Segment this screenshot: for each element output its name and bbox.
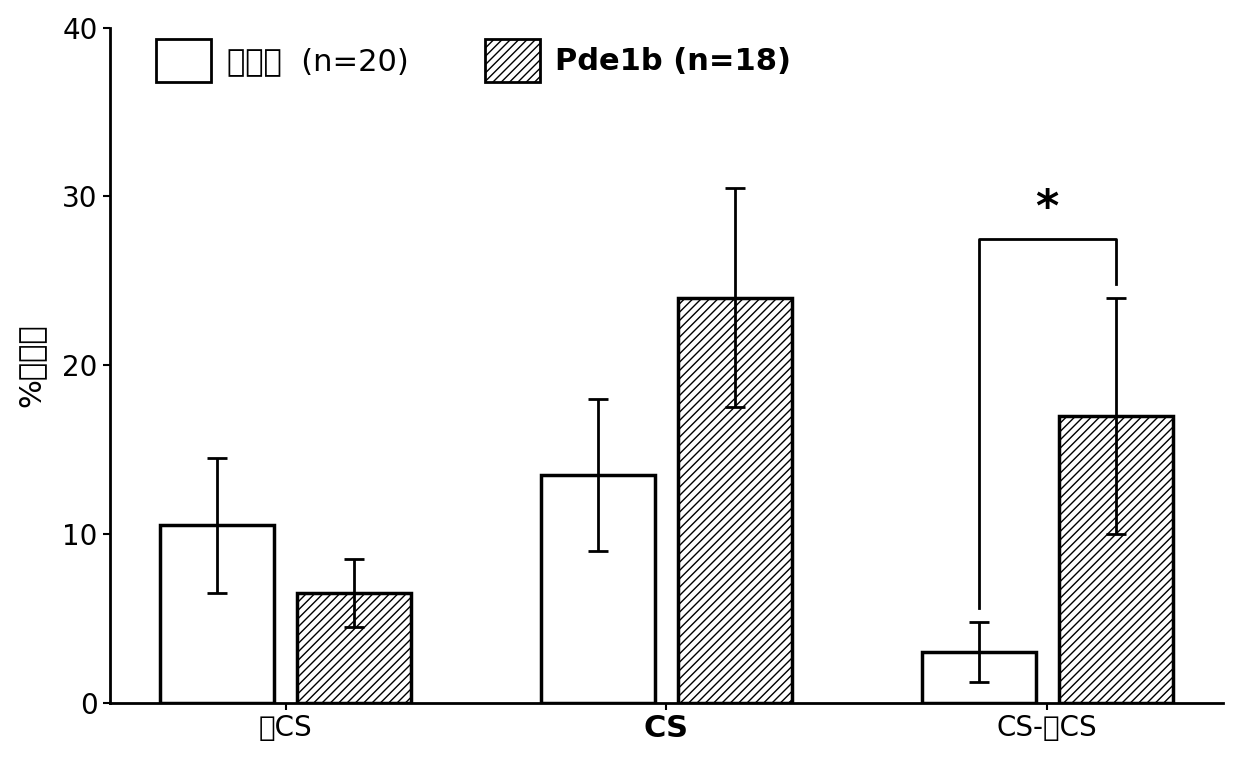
Bar — [298, 593, 412, 702]
Y-axis label: %傀量直: %傀量直 — [16, 323, 46, 407]
Bar — [921, 652, 1035, 702]
Legend: 非靶向  (n=20), Pde1b (n=18): 非靶向 (n=20), Pde1b (n=18) — [148, 30, 800, 91]
Bar — [678, 298, 792, 702]
Bar — [541, 475, 655, 702]
Text: *: * — [1035, 187, 1059, 230]
Bar — [1059, 416, 1173, 702]
Bar — [160, 525, 274, 702]
